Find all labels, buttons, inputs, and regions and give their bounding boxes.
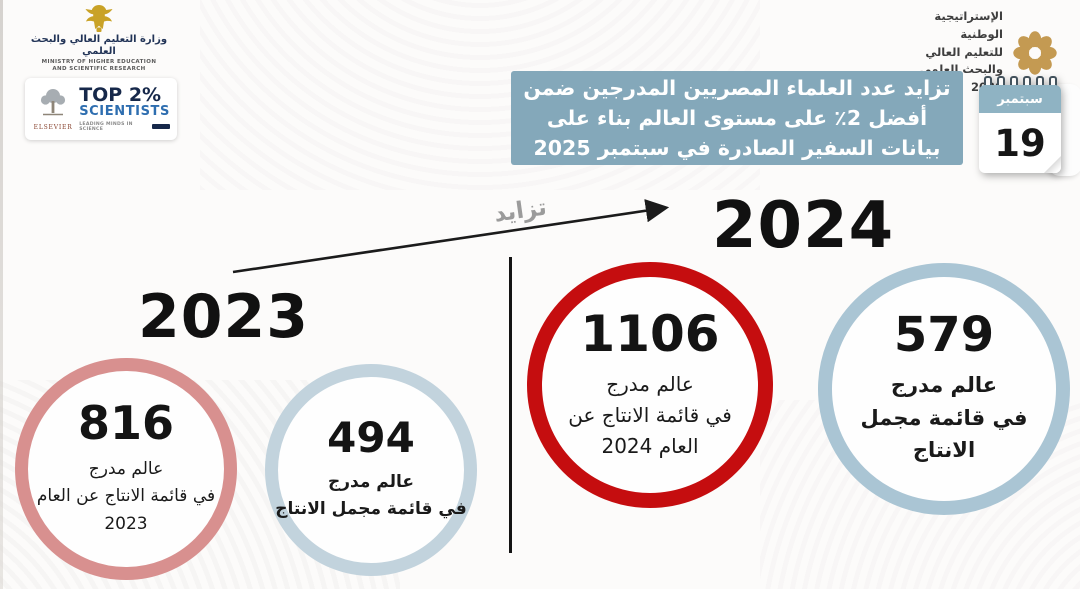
- elsevier-tree-icon: [40, 89, 66, 116]
- headline-line-2: أفضل 2٪ على مستوى العالم بناء على: [546, 106, 928, 130]
- calendar-body: 19: [979, 113, 1061, 173]
- ministry-name-arabic: وزارة التعليم العالي والبحث العلمي: [30, 34, 168, 57]
- top2-tagline-chip: [152, 124, 170, 130]
- strategy-flower-icon: [1013, 30, 1057, 75]
- stat-label: عالم مدرج في قائمة الانتاج عن العام 2024: [568, 371, 732, 458]
- stat-value: 816: [77, 396, 175, 451]
- stat-value: 494: [327, 412, 415, 462]
- strategy-line-2: للتعليم العالي: [925, 44, 1003, 59]
- top2-subtitle: SCIENTISTS: [79, 104, 170, 120]
- ministry-logo: وزارة التعليم العالي والبحث العلمي MINIS…: [28, 3, 170, 73]
- top2-title: TOP 2%: [79, 84, 162, 107]
- eagle-icon: [85, 5, 113, 32]
- left-edge-shade: [0, 0, 3, 589]
- calendar-day: 19: [994, 121, 1046, 165]
- stat-label: عالم مدرج في قائمة مجمل الانتاج: [860, 373, 1028, 463]
- headline-line-3: بيانات السفير الصادرة في سبتمبر 2025: [533, 136, 941, 160]
- strategy-line-1: الإستراتيجية الوطنية: [934, 9, 1003, 41]
- calendar-header: سبتمبر: [979, 85, 1061, 113]
- ministry-name-english-2: AND SCIENTIFIC RESEARCH: [52, 66, 146, 73]
- stat-circle-2024-production: 1106 عالم مدرج في قائمة الانتاج عن العام…: [527, 262, 773, 508]
- stat-label: عالم مدرج في قائمة الانتاج عن العام 2023: [36, 459, 216, 534]
- headline-banner: تزايد عدد العلماء المصريين المدرجين ضمن …: [511, 71, 963, 165]
- elsevier-wordmark: ELSEVIER: [33, 124, 73, 131]
- top2-tagline: LEADING MINDS IN SCIENCE: [79, 121, 133, 132]
- stat-value: 579: [893, 307, 995, 364]
- stat-circle-2023-production: 816 عالم مدرج في قائمة الانتاج عن العام …: [15, 358, 237, 580]
- year-heading-2024: 2024: [712, 189, 895, 263]
- ministry-name-english-1: MINISTRY OF HIGHER EDUCATION: [41, 59, 157, 65]
- year-divider-line: [509, 257, 512, 553]
- page-curl: [1044, 156, 1061, 173]
- calendar-month: سبتمبر: [997, 91, 1043, 107]
- year-heading-2023: 2023: [138, 282, 309, 352]
- increase-arrow-icon: [232, 199, 670, 274]
- headline-line-1: تزايد عدد العلماء المصريين المدرجين ضمن: [523, 76, 951, 100]
- stat-label: عالم مدرج في قائمة مجمل الانتاج: [275, 471, 467, 519]
- stat-value: 1106: [580, 304, 720, 363]
- stat-circle-2023-overall: 494 عالم مدرج في قائمة مجمل الانتاج: [265, 364, 477, 576]
- top2-scientists-badge: ELSEVIER TOP 2% SCIENTISTS LEADING MINDS…: [25, 78, 177, 140]
- calendar-icon: سبتمبر 19: [979, 76, 1061, 173]
- stat-circle-2024-overall: 579 عالم مدرج في قائمة مجمل الانتاج: [818, 263, 1070, 515]
